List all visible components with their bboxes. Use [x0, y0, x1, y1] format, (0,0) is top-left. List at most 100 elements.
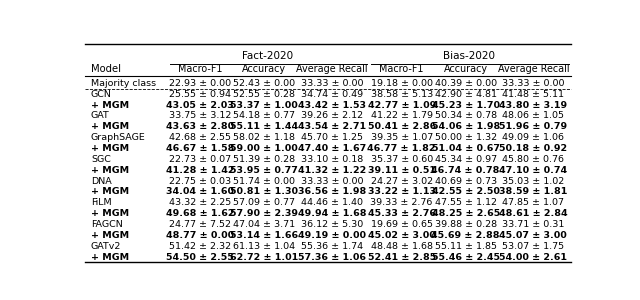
Text: 39.11 ± 0.51: 39.11 ± 0.51: [367, 166, 436, 175]
Text: GAT: GAT: [91, 111, 109, 120]
Text: + MGM: + MGM: [91, 100, 129, 109]
Text: 47.55 ± 1.12: 47.55 ± 1.12: [435, 198, 497, 207]
Text: + MGM: + MGM: [91, 166, 129, 175]
Text: 39.88 ± 0.28: 39.88 ± 0.28: [435, 220, 497, 229]
Text: 47.85 ± 1.07: 47.85 ± 1.07: [502, 198, 564, 207]
Text: 33.22 ± 1.13: 33.22 ± 1.13: [367, 188, 436, 196]
Text: 52.55 ± 0.28: 52.55 ± 0.28: [233, 90, 295, 99]
Text: 49.94 ± 1.68: 49.94 ± 1.68: [298, 209, 366, 218]
Text: 39.33 ± 2.76: 39.33 ± 2.76: [371, 198, 433, 207]
Text: 38.59 ± 1.81: 38.59 ± 1.81: [499, 188, 568, 196]
Text: 22.73 ± 0.07: 22.73 ± 0.07: [169, 155, 231, 164]
Text: 33.33 ± 0.00: 33.33 ± 0.00: [301, 177, 364, 186]
Text: 35.03 ± 1.02: 35.03 ± 1.02: [502, 177, 564, 186]
Text: 41.32 ± 1.22: 41.32 ± 1.22: [298, 166, 366, 175]
Text: 41.48 ± 5.11: 41.48 ± 5.11: [502, 90, 564, 99]
Text: 50.34 ± 0.78: 50.34 ± 0.78: [435, 111, 497, 120]
Text: FAGCN: FAGCN: [91, 220, 123, 229]
Text: 46.77 ± 1.82: 46.77 ± 1.82: [367, 144, 436, 153]
Text: 62.72 ± 1.01: 62.72 ± 1.01: [230, 253, 298, 262]
Text: 48.48 ± 1.68: 48.48 ± 1.68: [371, 242, 433, 251]
Text: 47.40 ± 1.67: 47.40 ± 1.67: [298, 144, 366, 153]
Text: 41.22 ± 1.79: 41.22 ± 1.79: [371, 111, 433, 120]
Text: 43.42 ± 1.53: 43.42 ± 1.53: [298, 100, 366, 109]
Text: 43.05 ± 2.03: 43.05 ± 2.03: [166, 100, 234, 109]
Text: + MGM: + MGM: [91, 209, 129, 218]
Text: 45.80 ± 0.76: 45.80 ± 0.76: [502, 155, 564, 164]
Text: 45.02 ± 3.00: 45.02 ± 3.00: [368, 231, 436, 240]
Text: GCN: GCN: [91, 90, 112, 99]
Text: 50.18 ± 0.92: 50.18 ± 0.92: [499, 144, 568, 153]
Text: 39.35 ± 1.07: 39.35 ± 1.07: [371, 133, 433, 142]
Text: 49.68 ± 1.62: 49.68 ± 1.62: [166, 209, 234, 218]
Text: 36.12 ± 5.30: 36.12 ± 5.30: [301, 220, 363, 229]
Text: 34.04 ± 1.60: 34.04 ± 1.60: [166, 188, 234, 196]
Text: + MGM: + MGM: [91, 231, 129, 240]
Text: 45.23 ± 1.70: 45.23 ± 1.70: [431, 100, 500, 109]
Text: 55.36 ± 1.74: 55.36 ± 1.74: [301, 242, 363, 251]
Text: 49.09 ± 1.06: 49.09 ± 1.06: [502, 133, 564, 142]
Text: 48.77 ± 0.00: 48.77 ± 0.00: [166, 231, 234, 240]
Text: 47.04 ± 3.71: 47.04 ± 3.71: [233, 220, 295, 229]
Text: 53.37 ± 1.00: 53.37 ± 1.00: [230, 100, 298, 109]
Text: 55.11 ± 1.44: 55.11 ± 1.44: [230, 122, 298, 131]
Text: + MGM: + MGM: [91, 188, 129, 196]
Text: DNA: DNA: [91, 177, 111, 186]
Text: 24.27 ± 3.02: 24.27 ± 3.02: [371, 177, 433, 186]
Text: 42.77 ± 1.09: 42.77 ± 1.09: [367, 100, 436, 109]
Text: 48.25 ± 2.65: 48.25 ± 2.65: [431, 209, 500, 218]
Text: 54.50 ± 2.55: 54.50 ± 2.55: [166, 253, 234, 262]
Text: 49.19 ± 0.00: 49.19 ± 0.00: [298, 231, 366, 240]
Text: 22.75 ± 0.03: 22.75 ± 0.03: [169, 177, 231, 186]
Text: 57.36 ± 1.06: 57.36 ± 1.06: [298, 253, 366, 262]
Text: 59.00 ± 1.00: 59.00 ± 1.00: [230, 144, 298, 153]
Text: 57.09 ± 0.77: 57.09 ± 0.77: [233, 198, 295, 207]
Text: 33.33 ± 0.00: 33.33 ± 0.00: [301, 79, 364, 88]
Text: 53.07 ± 1.75: 53.07 ± 1.75: [502, 242, 564, 251]
Text: 51.04 ± 0.67: 51.04 ± 0.67: [431, 144, 500, 153]
Text: 24.77 ± 7.52: 24.77 ± 7.52: [169, 220, 231, 229]
Text: 33.71 ± 0.31: 33.71 ± 0.31: [502, 220, 564, 229]
Text: 41.28 ± 1.42: 41.28 ± 1.42: [166, 166, 234, 175]
Text: 43.32 ± 2.25: 43.32 ± 2.25: [169, 198, 232, 207]
Text: 40.39 ± 0.00: 40.39 ± 0.00: [435, 79, 497, 88]
Text: 38.58 ± 5.13: 38.58 ± 5.13: [371, 90, 433, 99]
Text: 19.69 ± 0.65: 19.69 ± 0.65: [371, 220, 433, 229]
Text: 33.33 ± 0.00: 33.33 ± 0.00: [502, 79, 564, 88]
Text: 33.75 ± 3.12: 33.75 ± 3.12: [169, 111, 232, 120]
Text: 54.18 ± 0.77: 54.18 ± 0.77: [233, 111, 295, 120]
Text: 34.74 ± 0.49: 34.74 ± 0.49: [301, 90, 363, 99]
Text: 36.56 ± 1.98: 36.56 ± 1.98: [298, 188, 366, 196]
Text: + MGM: + MGM: [91, 253, 129, 262]
Text: GraphSAGE: GraphSAGE: [91, 133, 146, 142]
Text: 50.81 ± 1.30: 50.81 ± 1.30: [230, 188, 298, 196]
Text: 55.11 ± 1.85: 55.11 ± 1.85: [435, 242, 497, 251]
Text: 51.96 ± 0.79: 51.96 ± 0.79: [499, 122, 568, 131]
Text: 42.55 ± 2.50: 42.55 ± 2.50: [432, 188, 500, 196]
Text: 61.13 ± 1.04: 61.13 ± 1.04: [233, 242, 295, 251]
Text: 46.74 ± 0.78: 46.74 ± 0.78: [431, 166, 500, 175]
Text: 52.41 ± 2.85: 52.41 ± 2.85: [367, 253, 436, 262]
Text: 39.26 ± 2.12: 39.26 ± 2.12: [301, 111, 363, 120]
Text: 45.69 ± 2.88: 45.69 ± 2.88: [431, 231, 500, 240]
Text: 43.80 ± 3.19: 43.80 ± 3.19: [499, 100, 568, 109]
Text: 35.37 ± 0.60: 35.37 ± 0.60: [371, 155, 433, 164]
Text: 51.74 ± 0.00: 51.74 ± 0.00: [233, 177, 295, 186]
Text: Macro-F1: Macro-F1: [178, 64, 223, 74]
Text: Fact-2020: Fact-2020: [243, 51, 294, 61]
Text: Macro-F1: Macro-F1: [380, 64, 424, 74]
Text: Average Recall: Average Recall: [497, 64, 569, 74]
Text: 42.68 ± 2.55: 42.68 ± 2.55: [169, 133, 231, 142]
Text: 40.69 ± 0.73: 40.69 ± 0.73: [435, 177, 497, 186]
Text: 47.10 ± 0.74: 47.10 ± 0.74: [499, 166, 568, 175]
Text: 45.34 ± 0.97: 45.34 ± 0.97: [435, 155, 497, 164]
Text: + MGM: + MGM: [91, 144, 129, 153]
Text: Bias-2020: Bias-2020: [444, 51, 495, 61]
Text: 53.95 ± 0.77: 53.95 ± 0.77: [230, 166, 298, 175]
Text: 55.46 ± 2.45: 55.46 ± 2.45: [431, 253, 500, 262]
Text: Accuracy: Accuracy: [444, 64, 488, 74]
Text: 45.70 ± 1.25: 45.70 ± 1.25: [301, 133, 363, 142]
Text: GATv2: GATv2: [91, 242, 122, 251]
Text: Majority class: Majority class: [91, 79, 156, 88]
Text: 51.42 ± 2.32: 51.42 ± 2.32: [169, 242, 231, 251]
